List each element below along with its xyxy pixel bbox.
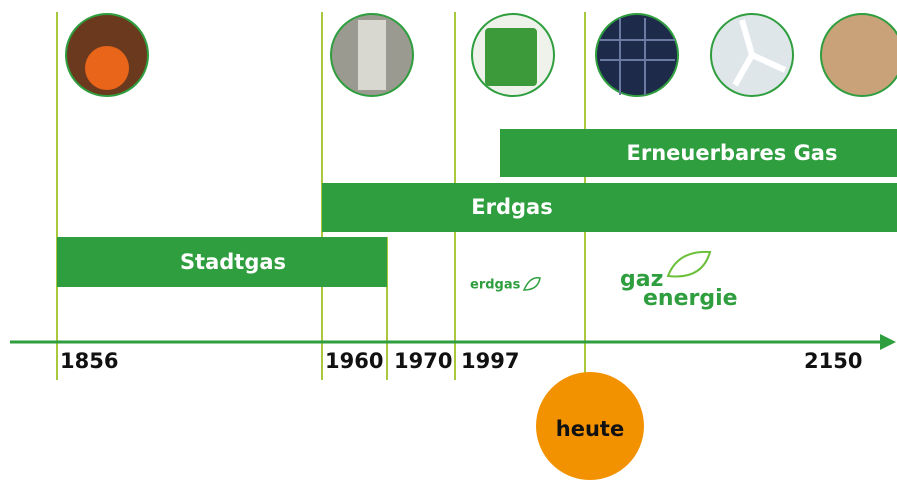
logo-leaf — [524, 278, 540, 290]
logo-text: erdgas — [470, 278, 521, 293]
era-bar — [322, 183, 897, 232]
year-label: 1960 — [325, 349, 383, 373]
era-label: Erdgas — [471, 195, 552, 219]
axis-arrowhead — [880, 334, 896, 350]
year-label: 1970 — [394, 349, 452, 373]
timeline: Erneuerbares Gas Erdgas Stadtgas erdgas … — [0, 0, 897, 481]
logo-text: energie — [643, 286, 738, 311]
today-label: heute — [556, 417, 624, 441]
era-images — [66, 14, 897, 96]
era-label: Stadtgas — [180, 250, 286, 274]
year-label: 2150 — [804, 349, 862, 373]
era-label: Erneuerbares Gas — [627, 141, 838, 165]
logo-leaf — [668, 252, 710, 277]
year-label: 1997 — [461, 349, 519, 373]
year-label: 1856 — [60, 349, 118, 373]
